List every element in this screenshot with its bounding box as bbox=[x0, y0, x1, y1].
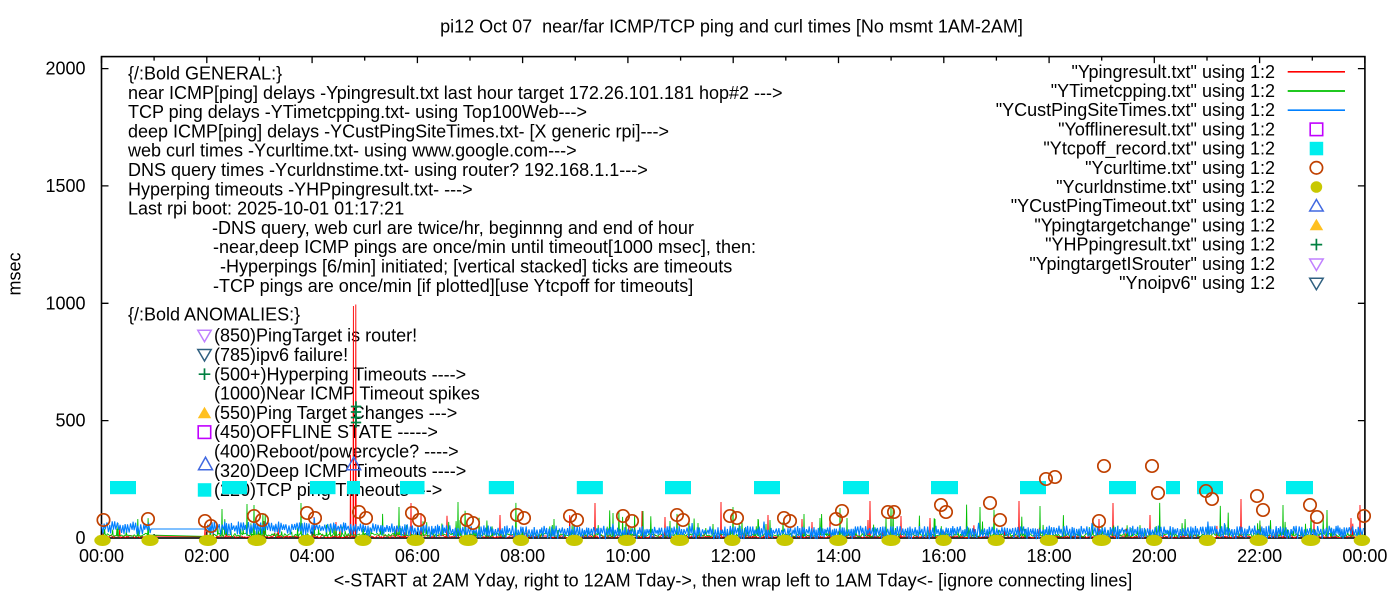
svg-text:(850)PingTarget is router!: (850)PingTarget is router! bbox=[214, 326, 417, 346]
svg-text:1500: 1500 bbox=[45, 176, 85, 196]
svg-text:{/:Bold ANOMALIES:}: {/:Bold ANOMALIES:} bbox=[128, 304, 300, 324]
svg-text:"YTimetcpping.txt" using 1:2: "YTimetcpping.txt" using 1:2 bbox=[1051, 81, 1275, 101]
svg-text:"Ypingresult.txt" using 1:2: "Ypingresult.txt" using 1:2 bbox=[1071, 62, 1275, 82]
svg-text:"Ycurldnstime.txt" using 1:2: "Ycurldnstime.txt" using 1:2 bbox=[1056, 177, 1275, 197]
svg-text:08:00: 08:00 bbox=[500, 546, 545, 566]
svg-text:"YpingtargetISrouter" using 1:: "YpingtargetISrouter" using 1:2 bbox=[1029, 254, 1275, 274]
svg-text:12:00: 12:00 bbox=[711, 546, 756, 566]
svg-text:06:00: 06:00 bbox=[395, 546, 440, 566]
svg-text:20:00: 20:00 bbox=[1132, 546, 1177, 566]
svg-text:(550)Ping Target Changes --->: (550)Ping Target Changes ---> bbox=[214, 403, 457, 423]
svg-text:(500+)Hyperping Timeouts ---->: (500+)Hyperping Timeouts ----> bbox=[214, 364, 466, 384]
svg-text:-TCP pings are once/min [if pl: -TCP pings are once/min [if plotted][use… bbox=[213, 276, 693, 296]
svg-text:"YCustPingTimeout.txt" using 1: "YCustPingTimeout.txt" using 1:2 bbox=[1011, 196, 1275, 216]
svg-text:22:00: 22:00 bbox=[1237, 546, 1282, 566]
svg-text:00:00: 00:00 bbox=[1342, 546, 1387, 566]
svg-text:"Yofflineresult.txt" using 1:2: "Yofflineresult.txt" using 1:2 bbox=[1058, 119, 1275, 139]
svg-text:pi12 Oct 07 near/far ICMP/TCP: pi12 Oct 07 near/far ICMP/TCP ping and c… bbox=[440, 17, 1023, 37]
svg-text:"Ypingtargetchange" using 1:2: "Ypingtargetchange" using 1:2 bbox=[1034, 215, 1275, 235]
svg-text:2000: 2000 bbox=[45, 59, 85, 79]
svg-text:(1000)Near ICMP Timeout spikes: (1000)Near ICMP Timeout spikes bbox=[214, 384, 480, 404]
svg-text:(785)ipv6 failure!: (785)ipv6 failure! bbox=[214, 345, 348, 365]
svg-text:18:00: 18:00 bbox=[1027, 546, 1072, 566]
svg-text:<-START at 2AM Yday, right to: <-START at 2AM Yday, right to 12AM Tday-… bbox=[334, 571, 1133, 591]
svg-text:"YHPpingresult.txt" using 1:2: "YHPpingresult.txt" using 1:2 bbox=[1045, 235, 1275, 255]
svg-text:-Hyperpings [6/min] initiated;: -Hyperpings [6/min] initiated; [vertical… bbox=[220, 257, 732, 277]
svg-text:msec: msec bbox=[5, 252, 25, 295]
svg-text:(320)Deep ICMP Timeouts ---->: (320)Deep ICMP Timeouts ----> bbox=[214, 461, 466, 481]
svg-text:-DNS query, web curl are twice: -DNS query, web curl are twice/hr, begin… bbox=[212, 218, 694, 238]
svg-text:10:00: 10:00 bbox=[605, 546, 650, 566]
svg-text:-near,deep ICMP pings are once: -near,deep ICMP pings are once/min until… bbox=[213, 237, 756, 257]
svg-text:TCP ping delays -YTimetcpping.: TCP ping delays -YTimetcpping.txt- using… bbox=[128, 102, 587, 122]
svg-text:"Ytcpoff_record.txt" using 1:2: "Ytcpoff_record.txt" using 1:2 bbox=[1043, 139, 1275, 160]
svg-text:DNS query times -Ycurldnstime.: DNS query times -Ycurldnstime.txt- using… bbox=[128, 160, 648, 180]
svg-text:500: 500 bbox=[55, 411, 85, 431]
svg-text:{/:Bold GENERAL:}: {/:Bold GENERAL:} bbox=[128, 64, 282, 84]
svg-text:deep ICMP[ping] delays -YCustP: deep ICMP[ping] delays -YCustPingSiteTim… bbox=[128, 121, 669, 141]
svg-text:00:00: 00:00 bbox=[79, 546, 124, 566]
svg-text:"YCustPingSiteTimes.txt" using: "YCustPingSiteTimes.txt" using 1:2 bbox=[996, 100, 1275, 120]
svg-text:(450)OFFLINE STATE ----->: (450)OFFLINE STATE -----> bbox=[214, 422, 438, 442]
svg-text:04:00: 04:00 bbox=[290, 546, 335, 566]
svg-text:"Ycurltime.txt" using 1:2: "Ycurltime.txt" using 1:2 bbox=[1085, 158, 1275, 178]
svg-text:near ICMP[ping] delays -Ypingr: near ICMP[ping] delays -Ypingresult.txt … bbox=[128, 83, 783, 103]
svg-text:Hyperping timeouts -YHPpingres: Hyperping timeouts -YHPpingresult.txt- -… bbox=[128, 179, 473, 199]
svg-text:1000: 1000 bbox=[45, 293, 85, 313]
svg-text:16:00: 16:00 bbox=[921, 546, 966, 566]
svg-text:02:00: 02:00 bbox=[184, 546, 229, 566]
svg-text:0: 0 bbox=[75, 528, 85, 548]
svg-text:"Ynoipv6" using 1:2: "Ynoipv6" using 1:2 bbox=[1119, 273, 1275, 293]
svg-text:web curl times -Ycurltime.txt-: web curl times -Ycurltime.txt- using www… bbox=[127, 141, 577, 161]
svg-text:(400)Reboot/powercycle? ---->: (400)Reboot/powercycle? ----> bbox=[214, 442, 459, 462]
svg-text:14:00: 14:00 bbox=[816, 546, 861, 566]
svg-text:Last rpi boot: 2025-10-01 01:1: Last rpi boot: 2025-10-01 01:17:21 bbox=[128, 199, 404, 219]
